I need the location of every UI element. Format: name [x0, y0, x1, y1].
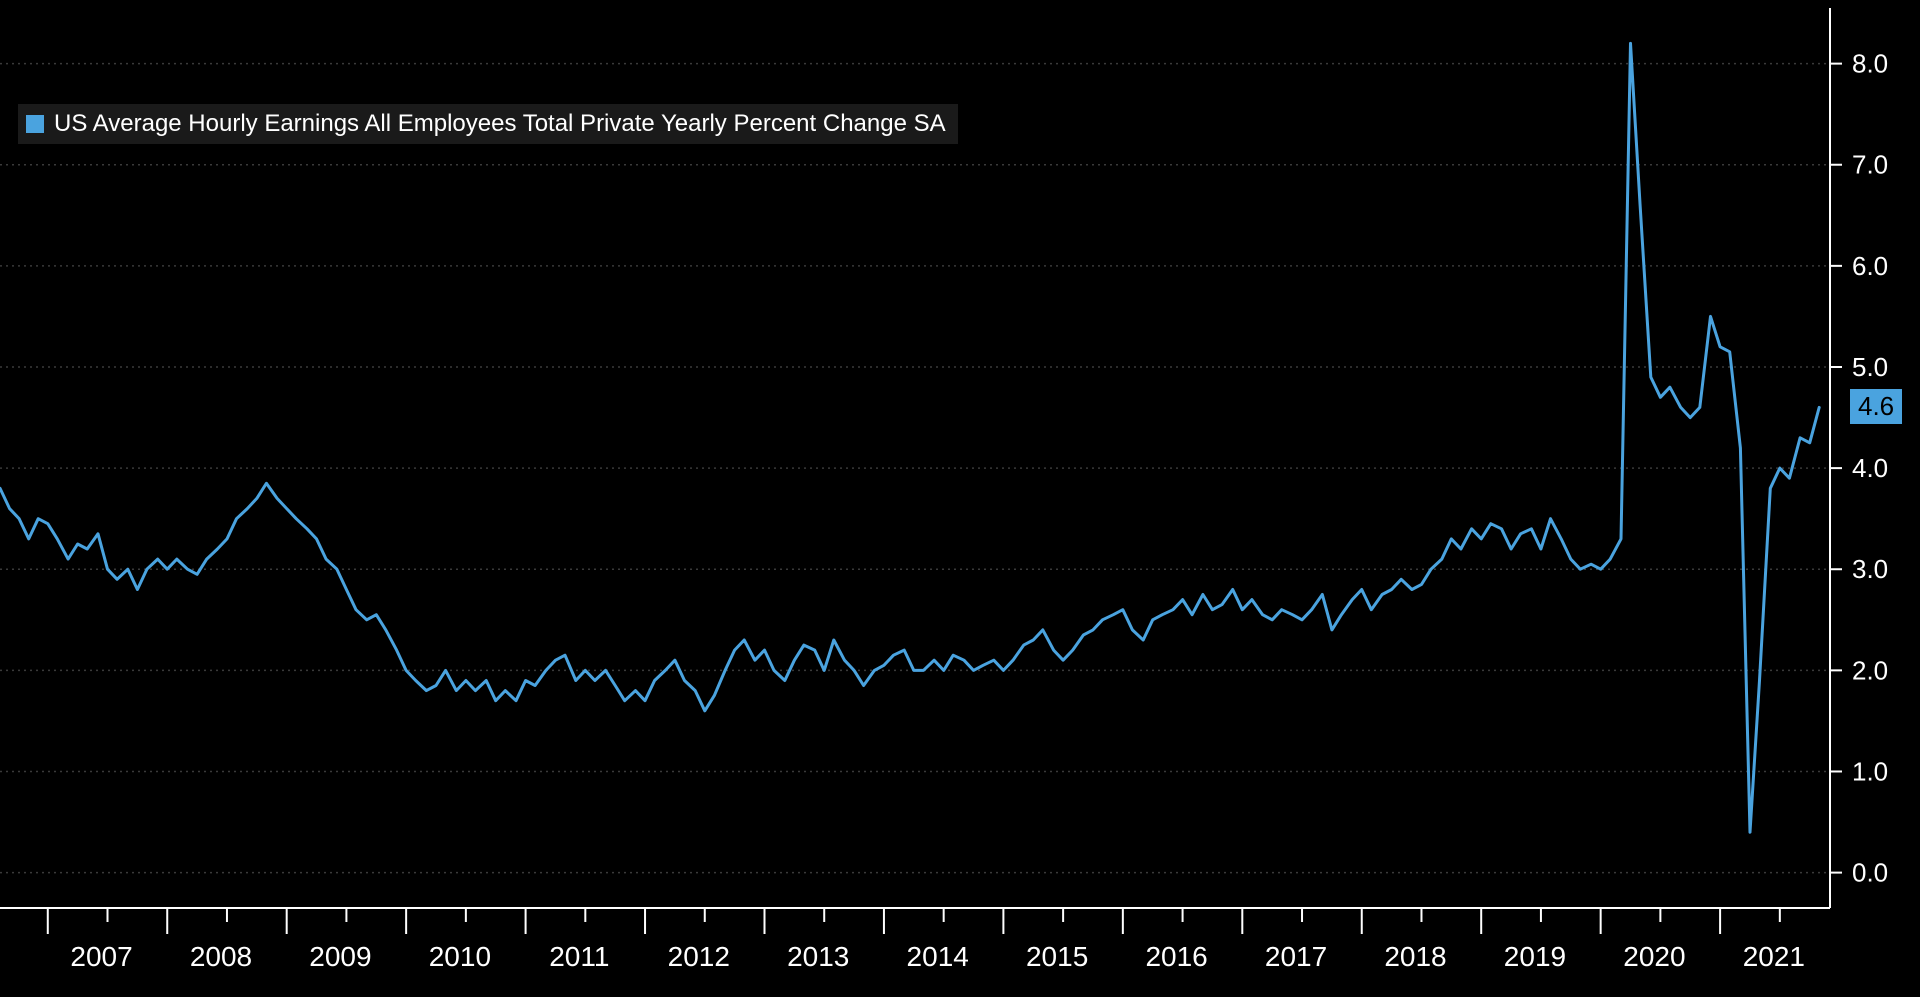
- x-tick-label: 2016: [1145, 941, 1207, 972]
- x-tick-label: 2014: [907, 941, 969, 972]
- y-tick-label: 7.0: [1852, 150, 1888, 180]
- y-tick-label: 4.0: [1852, 453, 1888, 483]
- line-chart: 0.0 1.0 2.0 3.0 4.0 5.0 6.0 7.0 8.0 2007 2008 2009 2…: [0, 0, 1920, 997]
- y-tick-label: 1.0: [1852, 756, 1888, 786]
- y-tick-label: 0.0: [1852, 858, 1888, 888]
- x-tick-label: 2017: [1265, 941, 1327, 972]
- last-value-text: 4.6: [1858, 391, 1894, 421]
- x-tick-label: 2019: [1504, 941, 1566, 972]
- y-tick-label: 6.0: [1852, 251, 1888, 281]
- x-tick-label: 2009: [309, 941, 371, 972]
- x-tick-label: 2013: [787, 941, 849, 972]
- x-tick-label: 2007: [70, 941, 132, 972]
- legend-label: US Average Hourly Earnings All Employees…: [54, 110, 946, 138]
- x-tick-label: 2021: [1743, 941, 1805, 972]
- last-value-badge: 4.6: [1850, 389, 1902, 424]
- y-tick-label: 5.0: [1852, 352, 1888, 382]
- chart-container: 0.0 1.0 2.0 3.0 4.0 5.0 6.0 7.0 8.0 2007 2008 2009 2…: [0, 0, 1920, 997]
- y-tick-label: 8.0: [1852, 49, 1888, 79]
- y-tick-label: 3.0: [1852, 554, 1888, 584]
- x-tick-label: 2011: [549, 941, 609, 972]
- x-tick-label: 2010: [429, 941, 491, 972]
- x-tick-label: 2020: [1623, 941, 1685, 972]
- legend: US Average Hourly Earnings All Employees…: [18, 104, 958, 144]
- x-tick-label: 2012: [668, 941, 730, 972]
- legend-swatch: [26, 115, 44, 133]
- x-tick-label: 2008: [190, 941, 252, 972]
- y-tick-label: 2.0: [1852, 655, 1888, 685]
- x-tick-label: 2018: [1384, 941, 1446, 972]
- x-tick-label: 2015: [1026, 941, 1088, 972]
